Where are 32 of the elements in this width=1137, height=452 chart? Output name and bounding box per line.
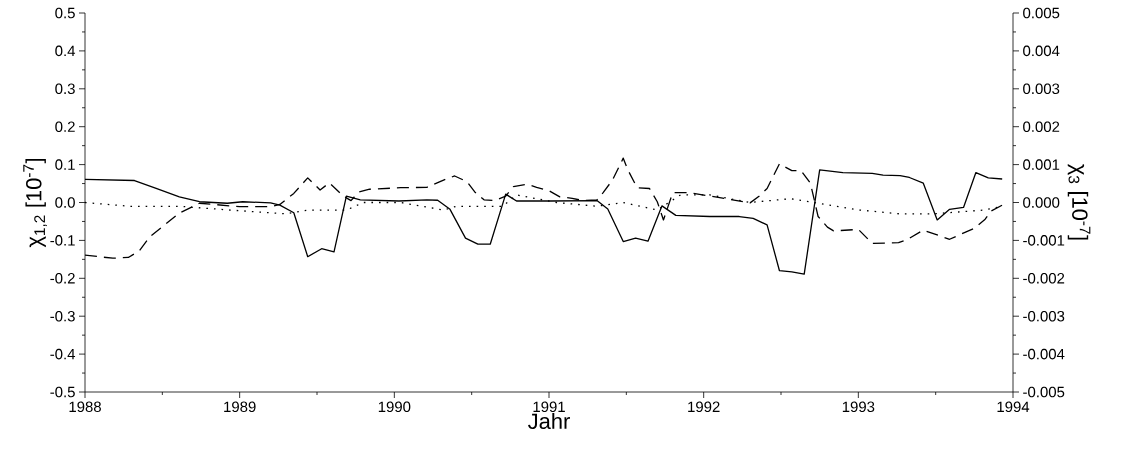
y-tick-label: 0.3 xyxy=(55,83,75,95)
y2-tick-label: 0.005 xyxy=(1023,7,1060,19)
x-tick-label: 1993 xyxy=(842,401,875,413)
y2-tick-label: 0.002 xyxy=(1023,121,1060,132)
y2-tick-label: -0.005 xyxy=(1023,386,1065,398)
y-tick-label: 0.2 xyxy=(55,121,75,132)
x-axis-title: Jahr xyxy=(528,412,570,430)
x-tick-label: 1989 xyxy=(224,401,256,413)
x-tick-label: 1988 xyxy=(69,401,101,413)
y2-tick-label: 0.004 xyxy=(1023,45,1060,57)
x-tick-label: 1991 xyxy=(533,401,565,413)
x-tick-label: 1994 xyxy=(997,401,1030,413)
y2-tick-label: -0.003 xyxy=(1023,310,1065,322)
y2-axis-title: χ$_{3}$ [10$^{-7}$] xyxy=(1067,164,1091,240)
x-tick-label: 1992 xyxy=(688,401,720,413)
y-tick-label: 0.0 xyxy=(55,197,75,208)
y2-tick-label: 0.000 xyxy=(1023,197,1060,208)
y-tick-label: -0.5 xyxy=(50,386,75,398)
y-tick-label: 0.1 xyxy=(55,159,75,170)
y2-tick-label: -0.004 xyxy=(1023,348,1065,360)
y-axis-title: χ$_{1,2}$ [10$^{-7}$] xyxy=(23,159,47,248)
y2-tick-label: 0.001 xyxy=(1023,159,1060,170)
x-tick-label: 1990 xyxy=(378,401,411,413)
y-tick-label: -0.3 xyxy=(50,310,75,322)
y-tick-label: -0.1 xyxy=(50,235,75,246)
y-tick-label: -0.2 xyxy=(50,273,75,284)
y2-tick-label: -0.002 xyxy=(1023,273,1065,284)
y-tick-label: 0.4 xyxy=(55,45,76,57)
y2-tick-label: -0.001 xyxy=(1023,235,1065,246)
y-tick-label: 0.5 xyxy=(55,7,75,19)
y-tick-label: -0.4 xyxy=(50,348,76,360)
y2-tick-label: 0.003 xyxy=(1023,83,1060,95)
